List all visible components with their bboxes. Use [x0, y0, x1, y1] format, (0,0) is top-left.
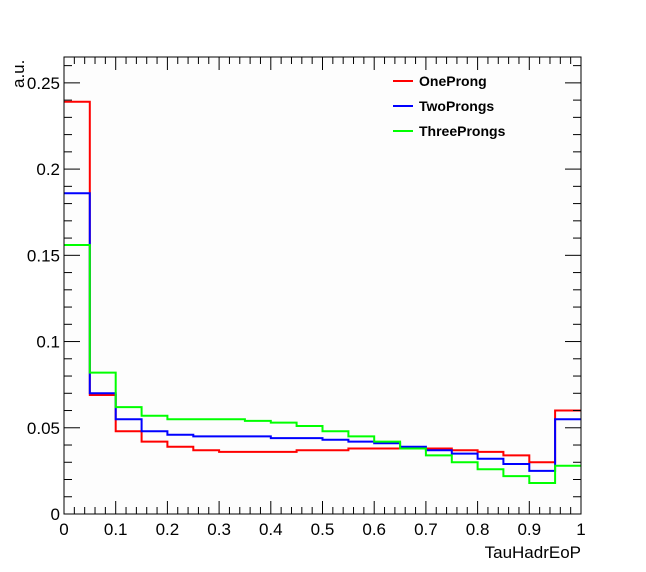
- y-tick-label: 0.25: [27, 74, 60, 93]
- x-tick-label: 0.6: [362, 520, 386, 539]
- legend-label-oneprong: OneProng: [419, 73, 487, 89]
- series-layer: [64, 100, 581, 484]
- y-tick-label: 0.2: [36, 160, 60, 179]
- x-tick-label: 0.2: [156, 520, 180, 539]
- x-tick-label: 0.9: [517, 520, 541, 539]
- series-line-threeprongs: [64, 244, 581, 484]
- x-tick-label: 0.4: [259, 520, 283, 539]
- legend: OneProng TwoProngs ThreeProngs: [393, 73, 506, 139]
- y-tick-label: 0.05: [27, 419, 60, 438]
- series-line-twoprongs: [64, 192, 581, 472]
- y-axis-title: a.u.: [9, 60, 28, 88]
- plot-frame: [63, 56, 582, 515]
- tick-labels-layer: 0 0.1 0.2 0.3 0.4 0.5 0.6 0.7 0.8 0.9 1 0 0.05 0.1 0.1…: [27, 74, 586, 539]
- x-tick-label: 1: [576, 520, 585, 539]
- y-tick-label: 0.15: [27, 246, 60, 265]
- x-tick-label: 0.1: [104, 520, 128, 539]
- ticks-layer: [63, 57, 582, 515]
- x-axis-title: TauHadrEoP: [485, 543, 581, 562]
- x-tick-label: 0.5: [311, 520, 335, 539]
- legend-label-threeprongs: ThreeProngs: [419, 123, 506, 139]
- x-tick-label: 0: [59, 520, 68, 539]
- y-tick-label: 0.1: [36, 333, 60, 352]
- x-tick-label: 0.8: [466, 520, 490, 539]
- x-tick-label: 0.7: [414, 520, 438, 539]
- legend-label-twoprongs: TwoProngs: [419, 98, 494, 114]
- x-tick-label: 0.3: [207, 520, 231, 539]
- y-tick-label: 0: [51, 505, 60, 524]
- series-line-oneprong: [64, 100, 581, 464]
